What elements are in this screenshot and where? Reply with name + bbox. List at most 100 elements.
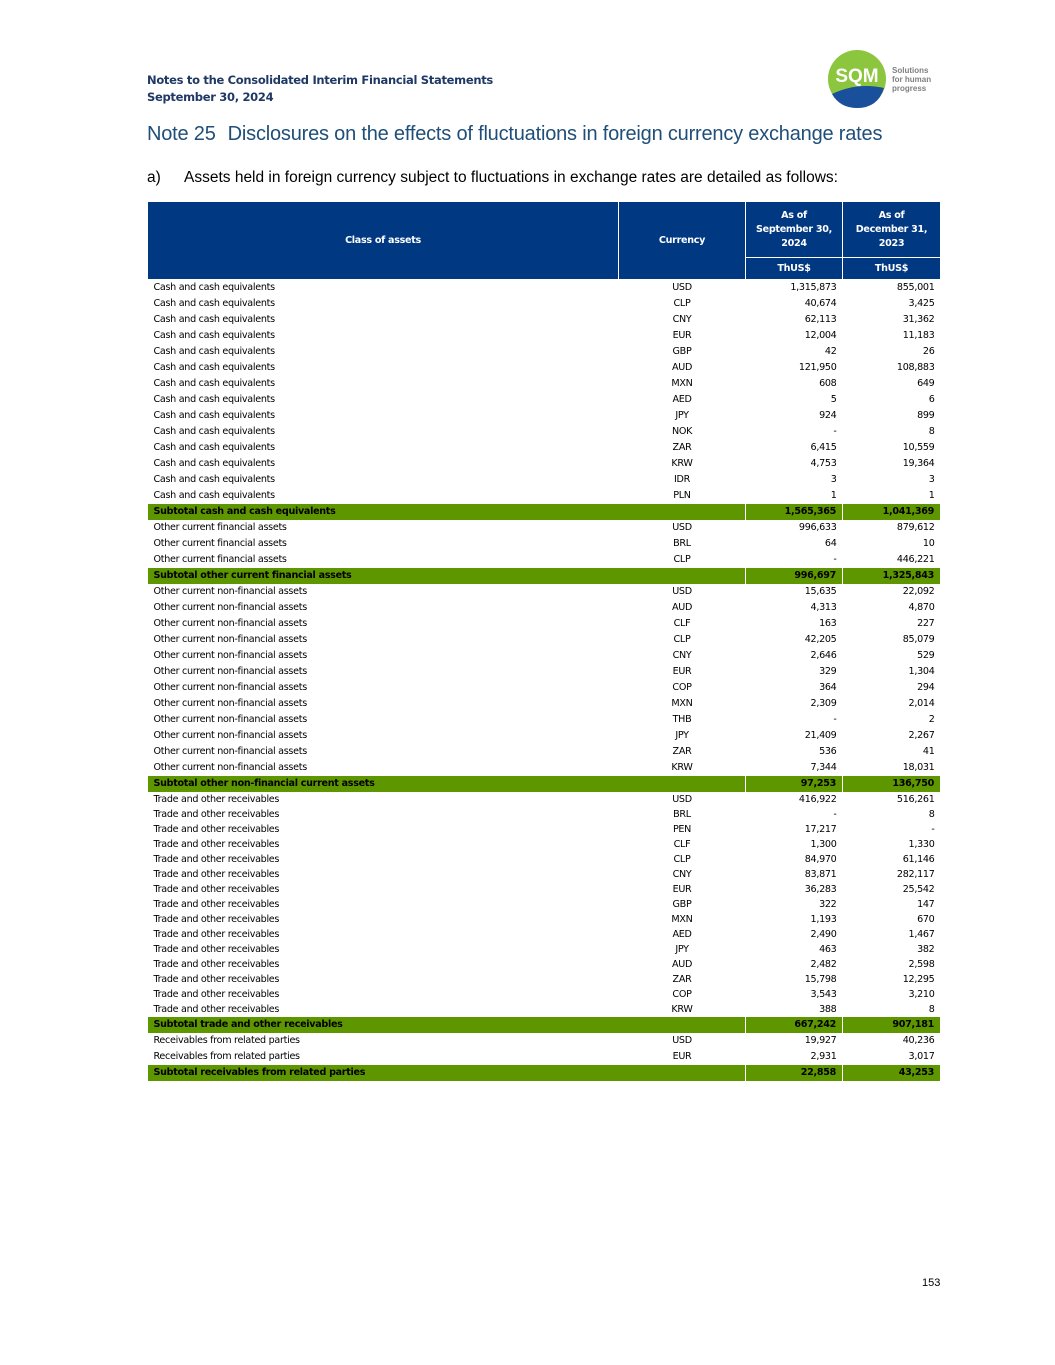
row-currency: CLP — [673, 854, 691, 865]
row-value-2023: 8 — [928, 809, 935, 820]
row-value-2023: 2,267 — [908, 730, 935, 741]
row-value-2023: 294 — [917, 682, 935, 693]
table-row: Other current non-financial assets ZAR 536… — [148, 744, 941, 760]
subtotal-label: Subtotal trade and other receivables — [147, 1017, 746, 1033]
row-value-2023: 12,295 — [902, 974, 935, 985]
row-value-2023: 147 — [917, 899, 935, 910]
table-row: Cash and cash equivalents AUD 121,950 108,8… — [148, 360, 941, 376]
row-currency: PEN — [672, 824, 692, 835]
row-currency: BRL — [673, 538, 691, 549]
row-value-2024: 4,313 — [810, 602, 837, 613]
row-value-2024: 329 — [819, 666, 837, 677]
table-row: Other current non-financial assets MXN 2,3… — [148, 696, 941, 712]
running-header: Notes to the Consolidated Interim Financ… — [147, 72, 493, 106]
table-row: Cash and cash equivalents AED 5 6 — [148, 392, 941, 408]
row-class: Other current non-financial assets — [153, 586, 308, 597]
row-value-2024: 62,113 — [804, 314, 837, 325]
row-currency: CLF — [673, 839, 691, 850]
row-class: Other current financial assets — [153, 522, 287, 533]
svg-text:progress: progress — [892, 84, 927, 93]
table-row: Trade and other receivables MXN 1,193 670 — [148, 912, 941, 927]
table-row: Trade and other receivables PEN 17,217 - — [148, 822, 941, 837]
row-class: Trade and other receivables — [153, 899, 280, 910]
table-row: Trade and other receivables CLP 84,970 61,1… — [148, 852, 941, 867]
row-class: Cash and cash equivalents — [153, 298, 276, 309]
row-value-2024: 1,193 — [810, 914, 837, 925]
row-class: Cash and cash equivalents — [153, 426, 276, 437]
row-class: Trade and other receivables — [153, 989, 280, 1000]
row-value-2023: 26 — [922, 346, 935, 357]
table-row: Trade and other receivables GBP 322 147 — [148, 897, 941, 912]
row-value-2023: 382 — [917, 944, 935, 955]
row-class: Other current non-financial assets — [153, 730, 308, 741]
row-value-2024: 163 — [819, 618, 837, 629]
table-row: Cash and cash equivalents GBP 42 26 — [148, 344, 941, 360]
svg-text:for human: for human — [892, 75, 931, 84]
row-value-2024: 42,205 — [804, 634, 837, 645]
row-value-2023: 11,183 — [902, 330, 935, 341]
row-currency: AUD — [671, 602, 693, 613]
row-class: Trade and other receivables — [153, 914, 280, 925]
row-value-2024: 3,543 — [810, 989, 837, 1000]
row-value-2024: 536 — [819, 746, 837, 757]
assets-table: Class of assets Currency As of September… — [147, 201, 941, 1081]
table-row: Trade and other receivables ZAR 15,798 12,2… — [148, 972, 941, 987]
table-row: Trade and other receivables CNY 83,871 282,… — [148, 867, 941, 882]
row-value-2023: 3,017 — [908, 1051, 935, 1062]
row-class: Trade and other receivables — [153, 974, 280, 985]
row-value-2023: 8 — [928, 426, 935, 437]
row-value-2024: 121,950 — [798, 362, 837, 373]
row-class: Cash and cash equivalents — [153, 458, 276, 469]
row-value-2023: 3 — [928, 474, 935, 485]
row-class: Other current non-financial assets — [153, 682, 308, 693]
subtotal-label: Subtotal other current financial assets — [147, 568, 746, 584]
subtotal-value-2024: 97,253 — [745, 776, 843, 792]
row-currency: AED — [672, 394, 692, 405]
table-row: Cash and cash equivalents PLN 1 1 — [148, 488, 941, 504]
table-row: Cash and cash equivalents KRW 4,753 19,364 — [148, 456, 941, 472]
row-value-2023: 41 — [922, 746, 935, 757]
table-row: Receivables from related parties USD 19,92… — [148, 1033, 941, 1049]
row-value-2023: 10,559 — [902, 442, 935, 453]
row-currency: CLF — [673, 618, 691, 629]
row-currency: USD — [672, 522, 692, 533]
row-value-2024: 388 — [819, 1004, 837, 1015]
row-value-2024: 83,871 — [804, 869, 837, 880]
row-currency: IDR — [674, 474, 690, 485]
row-currency: ZAR — [672, 746, 692, 757]
subtotal-value-2023: 907,181 — [842, 1017, 941, 1033]
row-class: Cash and cash equivalents — [153, 314, 276, 325]
row-class: Other current financial assets — [153, 538, 287, 549]
row-currency: CLP — [673, 298, 691, 309]
row-value-2023: 879,612 — [896, 522, 935, 533]
row-value-2023: 446,221 — [896, 554, 935, 565]
row-currency: AED — [672, 929, 692, 940]
row-value-2023: - — [931, 824, 935, 835]
row-currency: MXN — [671, 698, 693, 709]
row-class: Other current non-financial assets — [153, 762, 308, 773]
row-value-2023: 31,362 — [902, 314, 935, 325]
table-row: Other current non-financial assets COP 364… — [148, 680, 941, 696]
table-row: Cash and cash equivalents JPY 924 899 — [148, 408, 941, 424]
row-value-2023: 1 — [928, 490, 935, 501]
row-currency: MXN — [671, 378, 693, 389]
row-value-2024: 4,753 — [810, 458, 837, 469]
row-class: Cash and cash equivalents — [153, 490, 276, 501]
row-value-2024: 17,217 — [804, 824, 837, 835]
table-row: Cash and cash equivalents CLP 40,674 3,425 — [148, 296, 941, 312]
row-currency: EUR — [672, 884, 692, 895]
row-class: Cash and cash equivalents — [153, 362, 276, 373]
table-row: Cash and cash equivalents ZAR 6,415 10,559 — [148, 440, 941, 456]
row-value-2023: 855,001 — [896, 282, 935, 293]
row-class: Other current non-financial assets — [153, 714, 308, 725]
table-row: Other current non-financial assets USD 15,… — [148, 584, 941, 600]
subtotal-value-2023: 136,750 — [842, 776, 941, 792]
row-class: Receivables from related parties — [153, 1051, 301, 1062]
row-class: Cash and cash equivalents — [153, 346, 276, 357]
row-currency: USD — [672, 586, 692, 597]
row-currency: ZAR — [672, 974, 692, 985]
table-row: Other current non-financial assets AUD 4,3… — [148, 600, 941, 616]
row-value-2023: 6 — [928, 394, 935, 405]
row-value-2024: 3 — [830, 474, 837, 485]
row-class: Cash and cash equivalents — [153, 282, 276, 293]
